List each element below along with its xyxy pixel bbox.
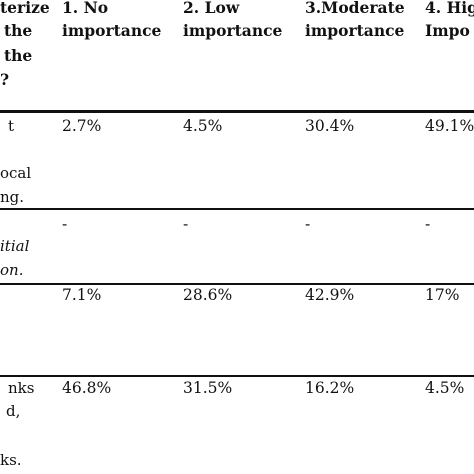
header-first-col-line-3: the [4,46,33,65]
row-4-value-high-importance: 4.5% [425,379,465,397]
row-2-bottom-rule [0,283,474,285]
row-1-label-line-3: ng. [0,188,25,206]
row-1-value-no-importance: 2.7% [62,117,102,135]
header-col-no-importance-line-2: importance [62,21,162,40]
header-col-high-importance-line-1: 4. Hig [425,0,474,17]
row-2-value-moderate-importance: - [305,215,311,233]
row-4-label-line-1: nks [8,379,35,397]
header-bottom-rule [0,110,474,113]
row-2-label-line-1: itial [0,237,30,255]
row-4-label-line-3: ks. [0,451,22,469]
header-first-col-line-4: ? [0,70,10,89]
row-1-value-high-importance: 49.1% [425,117,474,135]
row-4-value-moderate-importance: 16.2% [305,379,355,397]
header-col-low-importance-line-2: importance [183,21,283,40]
header-col-no-importance-line-1: 1. No [62,0,109,17]
row-1-bottom-rule [0,208,474,210]
row-3-bottom-rule [0,375,474,377]
row-3-value-low-importance: 28.6% [183,286,233,304]
header-col-low-importance-line-1: 2. Low [183,0,240,17]
row-4-value-no-importance: 46.8% [62,379,112,397]
row-3-value-no-importance: 7.1% [62,286,102,304]
row-1-label-line-2: ocal [0,164,32,182]
header-col-moderate-importance-line-1: 3.Moderate [305,0,405,17]
row-2-value-no-importance: - [62,215,68,233]
header-first-col-line-2: the [4,21,33,40]
row-1-label-line-1: t [8,117,15,135]
header-col-high-importance-line-2: Impo [425,21,470,40]
row-2-label-line-2: on. [0,261,24,279]
row-2-value-low-importance: - [183,215,189,233]
header-first-col-line-1: terize [0,0,50,17]
header-col-moderate-importance-line-2: importance [305,21,405,40]
row-4-value-low-importance: 31.5% [183,379,233,397]
row-2-value-high-importance: - [425,215,431,233]
row-1-value-moderate-importance: 30.4% [305,117,355,135]
row-3-value-moderate-importance: 42.9% [305,286,355,304]
row-4-label-line-2: d, [6,402,21,420]
row-3-value-high-importance: 17% [425,286,460,304]
row-1-value-low-importance: 4.5% [183,117,223,135]
